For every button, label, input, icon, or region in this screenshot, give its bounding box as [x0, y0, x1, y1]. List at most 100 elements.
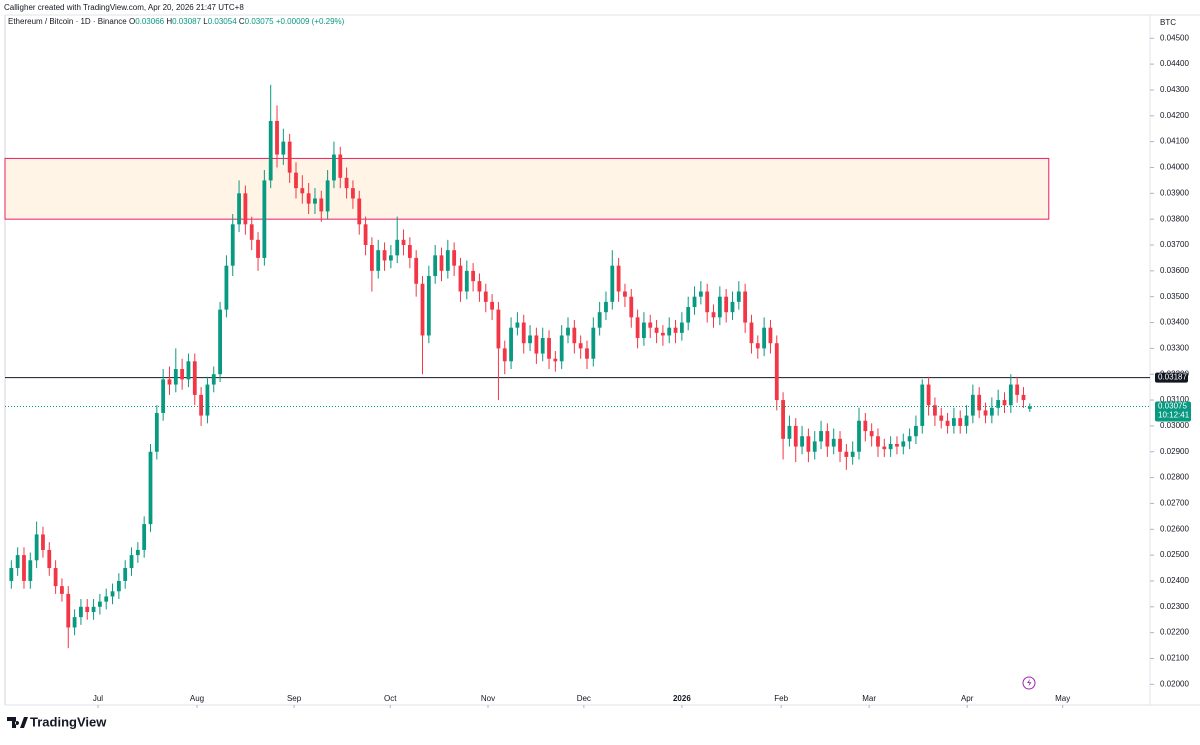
candle-body	[357, 198, 362, 225]
candle-body	[629, 296, 634, 318]
candle-body	[509, 327, 513, 362]
candle-body	[167, 379, 172, 385]
x-tick-label: Mar	[862, 694, 876, 703]
candle-body	[452, 250, 457, 266]
candle-body	[553, 358, 558, 362]
candle-body	[926, 384, 931, 406]
candle-body	[686, 307, 691, 323]
candle-body	[749, 322, 754, 344]
candle-body	[521, 322, 526, 344]
candle-body	[1027, 406, 1032, 409]
candle-body	[477, 281, 482, 292]
candle-body	[123, 568, 128, 581]
y-tick-label: 0.03500	[1160, 292, 1189, 301]
last-price-label: 0.03075	[1158, 402, 1187, 411]
y-tick-label: 0.02600	[1160, 524, 1189, 533]
y-tick-label: 0.04200	[1160, 111, 1189, 120]
candle-body	[483, 291, 488, 302]
zone	[4, 157, 1050, 220]
candle-body	[642, 322, 646, 339]
candle-body	[66, 593, 71, 628]
tv-logo: TradingView	[7, 714, 107, 729]
candle-body	[161, 379, 166, 413]
candle-body	[325, 180, 330, 212]
candle-body	[464, 270, 469, 292]
y-tick-label: 0.02000	[1160, 679, 1189, 688]
candle-body	[882, 446, 887, 450]
candle-body	[306, 193, 311, 204]
candle-body	[920, 384, 925, 426]
candle-body	[736, 291, 741, 302]
candle-body	[230, 224, 235, 266]
countdown: 10:12:41	[1158, 411, 1190, 420]
candle-body	[604, 301, 608, 313]
currency: BTC	[1160, 18, 1176, 27]
hline-label: 0.03187	[1158, 373, 1187, 382]
ohlc-value: 0.03087	[172, 17, 201, 26]
y-tick-label: 0.02400	[1160, 576, 1189, 585]
candle-body	[762, 327, 767, 349]
candle-body	[970, 394, 975, 416]
candle-body	[705, 291, 710, 313]
candle-body	[528, 335, 532, 344]
candle-body	[717, 296, 722, 318]
candle-body	[458, 265, 463, 292]
candle-body	[933, 405, 937, 416]
candle-body	[47, 549, 52, 569]
candle-body	[907, 436, 912, 442]
y-tick-label: 0.03800	[1160, 214, 1189, 223]
candle-body	[768, 327, 773, 344]
candle-body	[914, 425, 918, 437]
candle-body	[1008, 384, 1013, 406]
y-tick-label: 0.03600	[1160, 266, 1189, 275]
y-tick-label: 0.02700	[1160, 499, 1189, 508]
candle-body	[85, 606, 90, 612]
candle-body	[863, 420, 868, 432]
candle-body	[268, 120, 273, 181]
y-tick-label: 0.03700	[1160, 240, 1189, 249]
candle-body	[806, 436, 811, 452]
candle-body	[218, 309, 222, 375]
candle-body	[401, 239, 406, 245]
y-tick-label: 0.02800	[1160, 473, 1189, 482]
x-tick-label: Jul	[93, 694, 103, 703]
candle-body	[566, 327, 570, 336]
ohlc-label: L	[203, 17, 208, 26]
candle-body	[812, 441, 817, 452]
candle-body	[876, 436, 880, 447]
ohlc-value: 0.03075	[245, 17, 274, 26]
candle-body	[287, 141, 292, 173]
candle-body	[249, 224, 254, 240]
x-tick-label: Feb	[774, 694, 788, 703]
candle-body	[989, 407, 994, 416]
candle-body	[256, 239, 260, 258]
candle-body	[388, 255, 393, 261]
candle-body	[420, 283, 425, 336]
candle-body	[585, 348, 589, 359]
candle-body	[135, 549, 140, 556]
candle-body	[534, 335, 539, 354]
y-tick-label: 0.03100	[1160, 395, 1189, 404]
y-tick-label: 0.03400	[1160, 318, 1189, 327]
candle-body	[755, 343, 760, 349]
candle-body	[781, 400, 785, 439]
candle-body	[110, 591, 115, 597]
ohlc-value: 0.03066	[135, 17, 164, 26]
x-tick-label: May	[1055, 694, 1070, 703]
y-tick-label: 0.04500	[1160, 33, 1189, 42]
x-tick-label: Dec	[577, 694, 591, 703]
candle-body	[490, 301, 494, 310]
candle-body	[958, 418, 963, 426]
candle-body	[724, 296, 729, 313]
candle-body	[34, 534, 39, 561]
candle-body	[205, 384, 210, 416]
candle-body	[983, 410, 988, 416]
candle-body	[661, 332, 665, 336]
y-tick-label: 0.03300	[1160, 343, 1189, 352]
candle-body	[977, 394, 982, 411]
candle-body	[28, 560, 33, 581]
candle-body	[351, 188, 355, 199]
candle-body	[1002, 400, 1007, 406]
candle-body	[540, 338, 545, 354]
